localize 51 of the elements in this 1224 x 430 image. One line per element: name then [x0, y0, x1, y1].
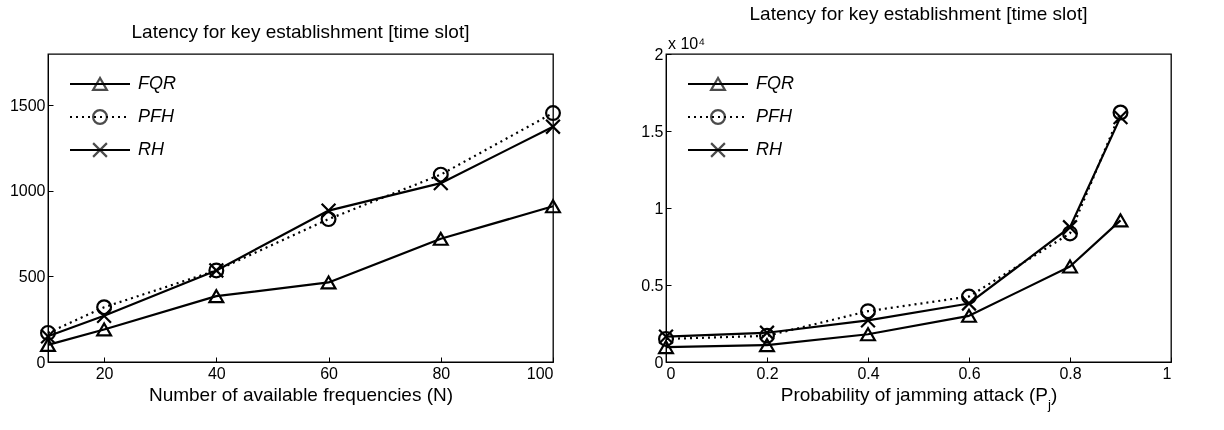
x-axis-title: Number of available frequencies (N): [148, 383, 454, 405]
point: [658, 339, 674, 355]
point: [545, 199, 561, 214]
x-axis-title: Probability of jamming attack (P$_{j}$): [780, 383, 1058, 411]
legend-label: FQR: [756, 73, 794, 93]
y-tick-label: 0.5: [641, 276, 664, 294]
legend-label: FQR: [138, 73, 176, 93]
x-tick-label: 0.6: [958, 364, 981, 382]
point: [545, 118, 561, 135]
point: [40, 337, 56, 352]
y-tick-label: 0: [654, 353, 664, 371]
point: [860, 327, 876, 342]
x-tick-label: 0.4: [857, 364, 880, 382]
text: x 10⁴: [668, 35, 706, 52]
point: [1112, 213, 1129, 228]
point: [40, 328, 56, 345]
y-tick-label: 1000: [9, 182, 46, 200]
x-tick-label: 80: [432, 364, 451, 382]
y-tick-label: 1500: [9, 96, 46, 114]
x-tick-label: 0.8: [1059, 364, 1082, 382]
point: [208, 289, 225, 304]
point: [1062, 219, 1078, 236]
x-tick-label: 100: [526, 364, 554, 382]
point: [1062, 259, 1078, 274]
y-tick-label: 0: [36, 353, 46, 371]
point: [432, 231, 449, 246]
x-tick-label: 40: [207, 364, 226, 382]
point: [320, 202, 337, 219]
y-tick-label: 1.5: [641, 122, 664, 140]
point: [40, 324, 56, 341]
point: [759, 337, 775, 353]
x-tick-label: 0: [666, 364, 676, 382]
y-tick-label: 500: [18, 267, 46, 285]
point: [1062, 225, 1078, 242]
x-tick-label: 20: [95, 364, 114, 382]
y-tick-label: 1: [654, 199, 664, 217]
x-tick-label: 0.2: [756, 364, 779, 382]
point: [320, 211, 337, 228]
legend-label: PFH: [756, 106, 793, 126]
point: [96, 322, 113, 337]
chart-title: Latency for key establishment [time slot]: [749, 3, 1088, 24]
x-tick-label: 60: [320, 364, 339, 382]
point: [545, 105, 561, 122]
chart-title: Latency for key establishment [time slot]: [131, 21, 470, 42]
y-tick-label: 2: [654, 45, 664, 63]
x-tick-label: 1: [1162, 364, 1172, 382]
point: [961, 308, 977, 323]
legend-label: RH: [138, 139, 165, 159]
legend-label: PFH: [138, 106, 175, 126]
point: [320, 275, 337, 290]
legend-label: RH: [756, 139, 783, 159]
